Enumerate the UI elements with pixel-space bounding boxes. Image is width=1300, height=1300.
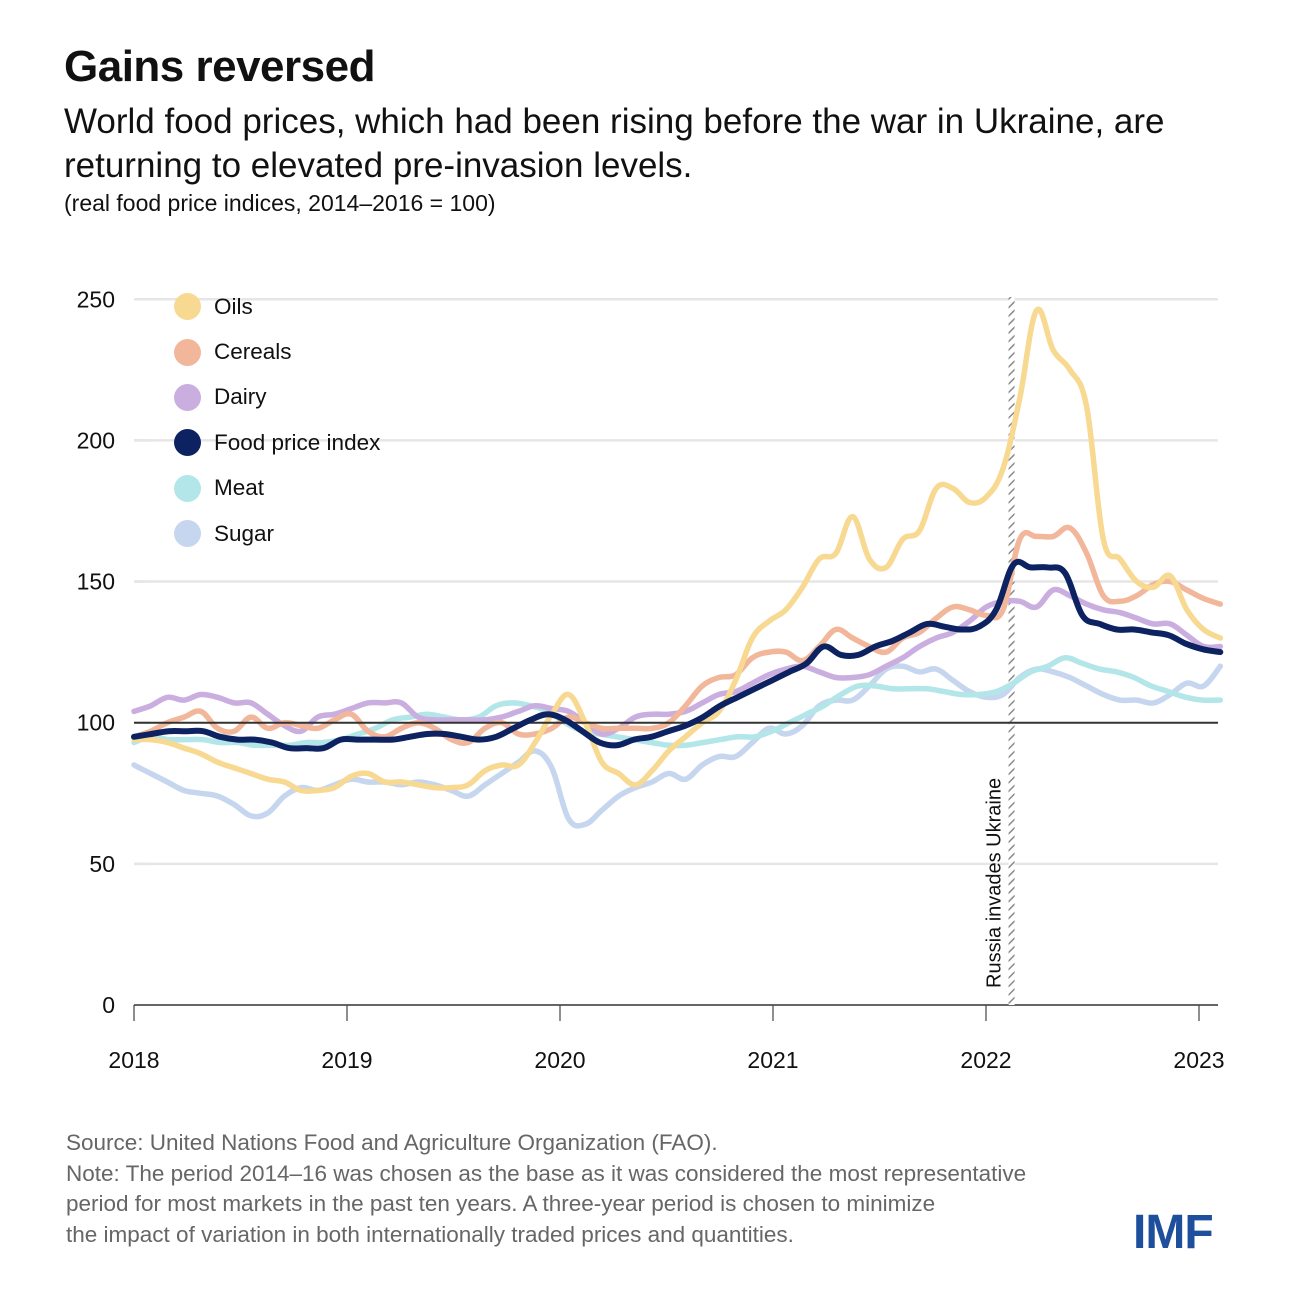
x-tick-label: 2023 [1173,1047,1224,1073]
legend-label: Dairy [214,384,267,410]
legend-swatch [174,338,201,366]
footer: Source: United Nations Food and Agricult… [66,1128,1216,1250]
series-line-oils [131,306,1224,795]
legend-label: Food price index [214,429,381,455]
legend: Oils Cereals Dairy Food price index Meat Suga… [174,284,380,556]
x-tick-label: 2018 [108,1047,159,1073]
series-lines [131,306,1224,829]
legend-swatch [174,520,201,548]
gridlines [134,298,1218,866]
legend-swatch [174,293,201,321]
chart-units-note: (real food price indices, 2014–2016 = 10… [64,190,496,216]
legend-swatch [174,429,201,457]
x-tick-label: 2020 [534,1047,585,1073]
x-tick-label: 2019 [321,1047,372,1073]
series-line-food-price-index [131,558,1224,752]
y-tick-label: 200 [77,427,115,453]
legend-item-cereals: Cereals [174,329,380,374]
y-tick-label: 0 [102,992,115,1018]
invasion-annotation: Russia invades Ukraine [984,297,1015,1005]
legend-item-oils: Oils [174,284,380,329]
imf-logo: IMF [1133,1206,1214,1259]
legend-swatch [174,383,201,411]
legend-label: Cereals [214,339,292,365]
invasion-annotation-label: Russia invades Ukraine [984,778,1006,988]
legend-item-sugar: Sugar [174,511,380,556]
legend-label: Oils [214,293,253,319]
source-note: Source: United Nations Food and Agricult… [66,1130,718,1155]
chart-title: Gains reversed [64,42,375,91]
x-tick-label: 2021 [747,1047,798,1073]
y-tick-label: 150 [77,569,115,595]
axes: 0 50 100 150 200 250 2018 2019 2020 2021 2022 2023 [77,286,1225,1073]
y-tick-label: 100 [77,710,115,736]
legend-swatch [174,474,201,502]
invasion-marker-line [1008,297,1015,1005]
footnote-line: period for most markets in the past ten … [66,1191,936,1216]
footnote-line: the impact of variation in both internat… [66,1221,794,1247]
x-tick-label: 2022 [960,1047,1011,1073]
y-tick-label: 50 [89,851,115,877]
footnote-line: Note: The period 2014–16 was chosen as t… [66,1160,1027,1186]
legend-item-food-price-index: Food price index [174,420,380,465]
legend-label: Sugar [214,520,275,546]
legend-label: Meat [214,475,265,501]
series-line-cereals [131,524,1224,747]
legend-item-meat: Meat [174,466,380,511]
chart-subtitle: World food prices, which had been rising… [64,102,1165,185]
legend-item-dairy: Dairy [174,375,380,420]
y-tick-label: 250 [77,286,115,312]
